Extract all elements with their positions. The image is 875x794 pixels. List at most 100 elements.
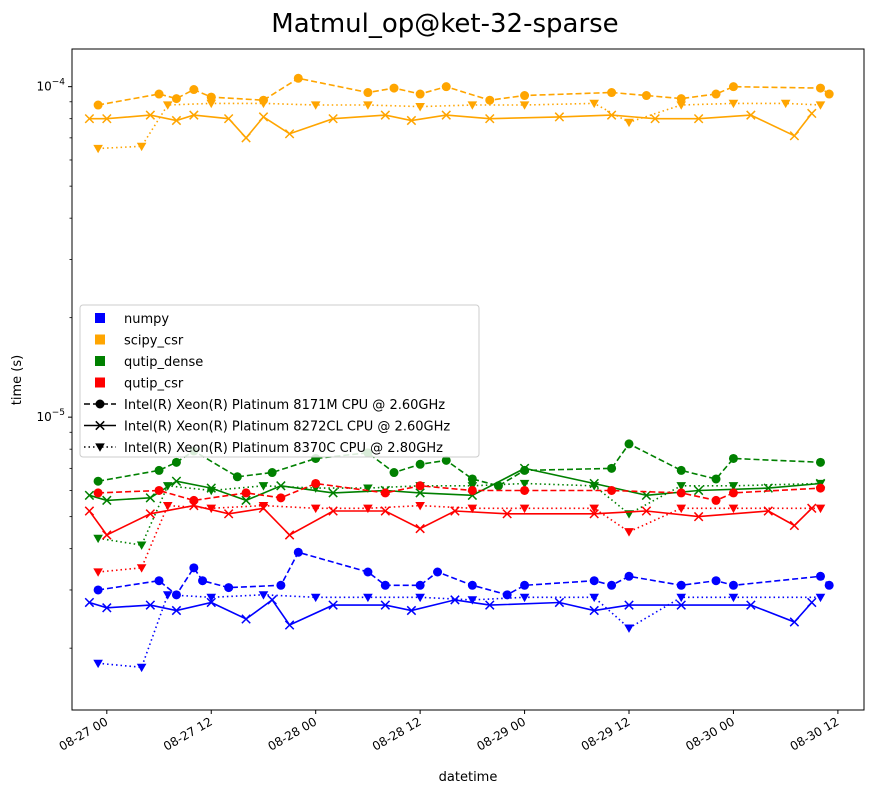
data-point <box>728 593 739 603</box>
data-point <box>136 541 147 550</box>
data-point <box>276 481 286 491</box>
data-point <box>746 110 756 120</box>
data-point <box>171 115 182 126</box>
data-point <box>641 490 652 501</box>
data-point <box>824 580 834 590</box>
data-point <box>154 465 164 475</box>
data-point <box>380 110 391 120</box>
series-line <box>98 102 821 150</box>
x-tick-label: 08-28 00 <box>265 714 319 753</box>
data-point <box>624 528 634 537</box>
data-point <box>363 88 373 98</box>
data-point <box>554 112 565 122</box>
data-point <box>93 659 103 669</box>
data-point <box>589 605 599 616</box>
data-point <box>84 506 95 516</box>
data-point <box>676 488 686 498</box>
data-point <box>154 89 164 99</box>
data-point <box>728 488 738 498</box>
data-point <box>589 482 599 491</box>
data-point <box>171 476 182 486</box>
data-point <box>93 534 103 544</box>
data-point <box>711 576 721 586</box>
series-line <box>89 598 813 627</box>
data-point <box>789 520 800 531</box>
data-point <box>415 523 425 534</box>
x-tick-label: 08-30 00 <box>683 714 737 753</box>
legend-swatch <box>95 377 105 388</box>
data-point <box>624 624 634 633</box>
series-scipy_csr-cpu1 <box>84 108 817 143</box>
data-point <box>241 614 251 624</box>
data-point <box>763 506 773 516</box>
data-point <box>145 110 156 120</box>
data-point <box>93 585 103 595</box>
data-point <box>467 485 477 495</box>
data-point <box>276 493 286 503</box>
data-point <box>415 488 425 498</box>
legend-item: numpy <box>95 312 169 327</box>
data-point <box>267 468 277 478</box>
legend-label: Intel(R) Xeon(R) Platinum 8272CL CPU @ 2… <box>124 420 450 435</box>
data-point <box>519 101 530 110</box>
data-point <box>807 597 817 608</box>
data-point <box>311 478 321 488</box>
data-point <box>676 94 686 104</box>
data-point <box>589 593 599 603</box>
data-point <box>310 101 321 110</box>
legend-label: Intel(R) Xeon(R) Platinum 8370C CPU @ 2.… <box>124 441 443 456</box>
data-point <box>293 547 303 557</box>
data-point <box>433 567 443 577</box>
data-point <box>554 597 565 608</box>
data-point <box>589 504 599 514</box>
data-point <box>624 571 634 581</box>
data-point <box>728 99 739 109</box>
data-point <box>363 101 373 110</box>
data-point <box>728 482 739 491</box>
series-scipy_csr-cpu2 <box>93 99 826 154</box>
data-point <box>519 504 530 514</box>
data-point <box>589 99 599 109</box>
data-point <box>607 485 617 495</box>
chart-title: Matmul_op@ket-32-sparse <box>271 9 618 39</box>
data-point <box>676 593 687 603</box>
data-point <box>676 504 687 514</box>
legend-label: qutip_dense <box>124 355 203 370</box>
data-point <box>711 89 721 99</box>
data-point <box>624 600 634 610</box>
data-point <box>206 99 217 109</box>
data-point <box>485 600 495 610</box>
data-point <box>380 506 391 516</box>
data-point <box>93 100 103 110</box>
legend-label: scipy_csr <box>124 334 184 349</box>
data-point <box>84 113 95 124</box>
data-point <box>162 482 173 491</box>
data-point <box>293 73 303 83</box>
data-point <box>815 504 826 514</box>
data-point <box>258 591 269 600</box>
data-point <box>676 101 687 110</box>
data-point <box>485 95 495 105</box>
data-point <box>502 590 512 600</box>
data-point <box>380 488 390 498</box>
legend-item: Intel(R) Xeon(R) Platinum 8171M CPU @ 2.… <box>84 398 445 413</box>
data-point <box>380 580 390 590</box>
data-point <box>520 91 530 101</box>
data-point <box>162 101 173 110</box>
legend-marker <box>95 420 105 431</box>
data-point <box>328 488 338 498</box>
data-point <box>815 593 826 603</box>
series-numpy-cpu2 <box>93 591 826 673</box>
legend-box <box>79 304 480 458</box>
data-point <box>824 89 834 99</box>
data-point <box>746 600 756 610</box>
data-point <box>441 82 451 92</box>
data-point <box>328 600 338 610</box>
data-point <box>93 144 103 154</box>
data-point <box>258 502 269 511</box>
data-point <box>84 490 95 501</box>
data-point <box>171 605 182 616</box>
data-point <box>284 530 295 540</box>
series-line <box>88 504 813 537</box>
